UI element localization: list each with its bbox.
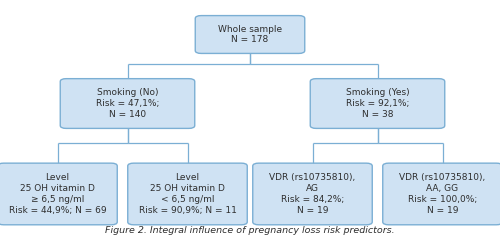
- Text: Figure 2. Integral influence of pregnancy loss risk predictors.: Figure 2. Integral influence of pregnanc…: [105, 226, 395, 235]
- Text: N = 178: N = 178: [232, 35, 268, 44]
- Text: VDR (rs10735810),: VDR (rs10735810),: [400, 173, 486, 182]
- FancyBboxPatch shape: [60, 79, 195, 129]
- Text: AA, GG: AA, GG: [426, 184, 458, 193]
- Text: Whole sample: Whole sample: [218, 25, 282, 34]
- Text: 25 OH vitamin D: 25 OH vitamin D: [150, 184, 225, 193]
- Text: Level: Level: [46, 173, 70, 182]
- FancyBboxPatch shape: [310, 79, 445, 129]
- FancyBboxPatch shape: [383, 163, 500, 225]
- Text: 25 OH vitamin D: 25 OH vitamin D: [20, 184, 95, 193]
- FancyBboxPatch shape: [252, 163, 372, 225]
- Text: N = 38: N = 38: [362, 110, 393, 119]
- Text: Risk = 47,1%;: Risk = 47,1%;: [96, 99, 159, 108]
- FancyBboxPatch shape: [128, 163, 247, 225]
- Text: Smoking (No): Smoking (No): [97, 88, 158, 97]
- Text: < 6,5 ng/ml: < 6,5 ng/ml: [161, 195, 214, 204]
- Text: Level: Level: [176, 173, 200, 182]
- Text: N = 140: N = 140: [109, 110, 146, 119]
- Text: Risk = 92,1%;: Risk = 92,1%;: [346, 99, 409, 108]
- Text: Smoking (Yes): Smoking (Yes): [346, 88, 410, 97]
- Text: VDR (rs10735810),: VDR (rs10735810),: [270, 173, 356, 182]
- Text: Risk = 84,2%;: Risk = 84,2%;: [281, 195, 344, 204]
- Text: Risk = 100,0%;: Risk = 100,0%;: [408, 195, 477, 204]
- FancyBboxPatch shape: [0, 163, 117, 225]
- Text: ≥ 6,5 ng/ml: ≥ 6,5 ng/ml: [31, 195, 84, 204]
- Text: Risk = 90,9%; N = 11: Risk = 90,9%; N = 11: [138, 206, 236, 215]
- Text: AG: AG: [306, 184, 319, 193]
- Text: N = 19: N = 19: [427, 206, 458, 215]
- Text: Risk = 44,9%; N = 69: Risk = 44,9%; N = 69: [8, 206, 106, 215]
- Text: N = 19: N = 19: [297, 206, 328, 215]
- FancyBboxPatch shape: [195, 16, 304, 54]
